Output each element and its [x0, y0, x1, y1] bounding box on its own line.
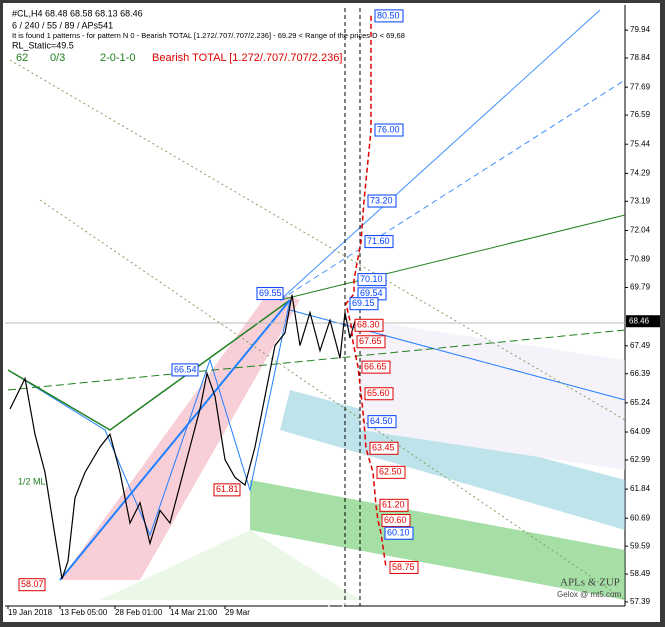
y-tick-label: 62.99 [630, 455, 651, 464]
level-box [364, 235, 394, 249]
level-label: 66.65 [364, 361, 387, 371]
level-box [354, 318, 384, 332]
info: It is found 1 patterns - for pattern N 0… [12, 31, 405, 40]
pivot-label: 58.07 [21, 579, 44, 589]
pivot-box [171, 363, 199, 377]
level-box [384, 526, 414, 540]
level-box [379, 498, 409, 512]
y-tick-label: 60.69 [630, 513, 651, 522]
y-tick-label: 70.89 [630, 255, 651, 264]
y-tick-label: 76.59 [630, 110, 651, 119]
y-tick-label: 78.84 [630, 53, 651, 62]
level-box [356, 335, 386, 349]
pattern: Bearish TOTAL [1.272/.707/.707/2.236] [152, 52, 342, 64]
x-tick-label: 13 Feb 05:00 [60, 608, 108, 617]
level-label: 71.60 [367, 236, 390, 246]
projection-path [345, 15, 387, 568]
pivot-box [213, 483, 241, 497]
y-tick-label: 64.09 [630, 427, 651, 436]
y-tick-label: 59.59 [630, 541, 651, 550]
y-tick-label: 57.39 [630, 597, 651, 606]
status: 0/3 [50, 52, 65, 64]
x-tick-label: 28 Feb 01:00 [115, 608, 163, 617]
level-label: 70.10 [360, 274, 383, 284]
y-tick-label: 73.19 [630, 196, 651, 205]
level-label: 62.50 [379, 467, 402, 477]
annotation: 1/2 ML [18, 476, 46, 486]
pivot-box [256, 287, 284, 301]
level-box [374, 9, 404, 23]
level-label: 80.50 [377, 10, 400, 20]
level-label: 69.54 [360, 288, 383, 298]
y-tick-label: 74.29 [630, 168, 651, 177]
y-tick-label: 77.69 [630, 82, 651, 91]
level-box [361, 360, 391, 374]
level-label: 64.50 [370, 416, 393, 426]
level-box [374, 123, 404, 137]
level-box [389, 560, 419, 574]
y-tick-label: 72.04 [630, 226, 651, 235]
pivot-label: 69.55 [259, 288, 282, 298]
level-label: 76.00 [377, 124, 400, 134]
info: RL_Static=49.5 [12, 40, 74, 50]
y-tick-label: 69.79 [630, 283, 651, 292]
level-box [376, 465, 406, 479]
title: #CL,H4 68.48 68.58 68.13 68.46 [12, 8, 143, 18]
pivot-box [18, 578, 46, 592]
level-box [369, 441, 399, 455]
level-label: 73.20 [370, 195, 393, 205]
level-label: 61.20 [382, 500, 405, 510]
x-tick-label: 14 Mar 21:00 [170, 608, 218, 617]
level-label: 63.45 [372, 443, 395, 453]
pivot-label: 61.81 [216, 484, 239, 494]
fan-lines [5, 8, 626, 606]
y-tick-label: 58.49 [630, 569, 651, 578]
level-box [367, 415, 397, 429]
annotation: Gelox @ mt5.com [557, 590, 621, 599]
level-box [364, 387, 394, 401]
watermark: www.instaforex.com [263, 600, 415, 619]
annotation: APLs & ZUP [560, 577, 620, 589]
status: 2-0-1-0 [100, 52, 135, 64]
level-label: 65.60 [367, 388, 390, 398]
level-label: 67.65 [359, 336, 382, 346]
current-price-label: 68.46 [629, 316, 650, 325]
level-label: 69.15 [352, 298, 375, 308]
y-tick-label: 61.84 [630, 484, 651, 493]
price-line [9, 294, 356, 580]
level-box [381, 514, 411, 528]
info: 6 / 240 / 55 / 89 / APs541 [12, 20, 113, 30]
x-tick-label: 19 Jan 2018 [8, 608, 53, 617]
level-box [349, 297, 379, 311]
y-tick-label: 67.49 [630, 341, 651, 350]
y-tick-label: 65.24 [630, 398, 651, 407]
y-tick-label: 66.39 [630, 369, 651, 378]
level-label: 68.30 [357, 320, 380, 330]
status: 62 [16, 52, 28, 64]
level-box [357, 273, 387, 287]
level-box [367, 194, 397, 208]
level-label: 60.10 [387, 528, 410, 538]
pivot-label: 66.54 [174, 364, 197, 374]
level-label: 60.60 [384, 515, 407, 525]
y-tick-label: 79.94 [630, 25, 651, 34]
x-tick-label: 29 Mar [225, 608, 250, 617]
level-label: 58.75 [392, 562, 415, 572]
current-price-box [626, 315, 660, 328]
y-tick-label: 75.44 [630, 139, 651, 148]
